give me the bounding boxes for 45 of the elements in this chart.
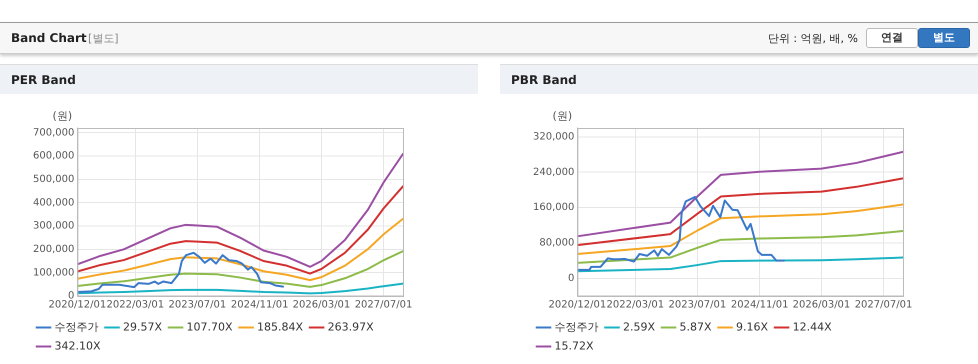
- chart-title: PER Band: [0, 64, 478, 94]
- y-tick-label: 500,000: [32, 174, 74, 185]
- text: [별도]: [88, 31, 119, 46]
- x-tick-label: 2023/07/01: [668, 300, 726, 311]
- legend-label: 9.16X: [736, 320, 769, 334]
- legend-label: 107.70X: [186, 320, 234, 334]
- x-tick-label: 2024/11/01: [730, 300, 788, 311]
- legend-label: 185.84X: [257, 320, 304, 334]
- legend-label: 263.97X: [328, 320, 374, 334]
- text: 별도: [918, 28, 970, 48]
- x-tick-label: 2027/07/01: [354, 300, 412, 311]
- text: 연결: [866, 28, 918, 48]
- y-tick-label: 600,000: [32, 150, 74, 162]
- legend-label: 29.57X: [123, 320, 162, 334]
- legend-label: 342.10X: [54, 339, 101, 352]
- y-tick-label: 0: [568, 272, 574, 284]
- y-tick-label: 100,000: [32, 267, 74, 278]
- legend-label: 5.87X: [680, 320, 712, 334]
- x-tick-label: 2022/03/01: [606, 300, 664, 311]
- x-tick-label: 2020/12/01: [548, 300, 606, 311]
- legend-label: 수정주가: [554, 320, 598, 334]
- x-tick-label: 2023/07/01: [168, 300, 226, 311]
- y-tick-label: 200,000: [32, 244, 74, 255]
- y-tick-label: 400,000: [32, 197, 74, 208]
- x-tick-label: 2026/03/01: [292, 300, 350, 311]
- y-axis-title: (원): [52, 109, 72, 122]
- y-tick-label: 240,000: [532, 166, 574, 178]
- x-tick-label: 2022/03/01: [106, 300, 164, 311]
- y-tick-label: 300,000: [32, 220, 74, 232]
- y-tick-label: 160,000: [532, 202, 574, 214]
- y-tick-label: 80,000: [539, 238, 574, 249]
- legend-label: 2.59X: [623, 320, 656, 334]
- text: 단위 : 억원, 배, %: [768, 31, 858, 46]
- text: Band Chart: [11, 31, 87, 45]
- x-tick-label: 2020/12/01: [48, 300, 106, 311]
- x-tick-label: 2027/07/01: [854, 300, 912, 311]
- y-tick-label: 320,000: [532, 131, 574, 142]
- legend-label: 12.44X: [792, 320, 832, 334]
- x-tick-label: 2026/03/01: [792, 300, 850, 311]
- legend-label: 15.72X: [554, 339, 594, 352]
- legend-label: 수정주가: [54, 320, 98, 334]
- y-tick-label: 700,000: [32, 127, 74, 138]
- y-axis-title: (원): [552, 109, 572, 122]
- chart-title: PBR Band: [500, 64, 978, 94]
- x-tick-label: 2024/11/01: [230, 300, 288, 311]
